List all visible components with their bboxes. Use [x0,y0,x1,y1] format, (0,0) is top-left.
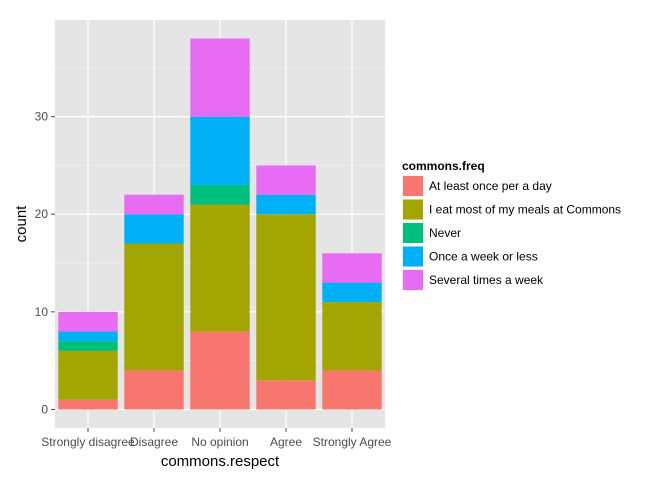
bar-segment [322,253,382,283]
bar-segment [58,341,118,351]
legend-swatch [403,270,423,290]
bar-segment [58,311,118,332]
bar-segment [58,331,118,342]
x-tick-label: No opinion [191,435,248,449]
legend-label: Once a week or less [429,250,538,264]
bars [58,38,382,410]
y-tick-label: 0 [41,402,48,416]
legend-label: Several times a week [429,273,544,287]
bar-segment [256,380,316,410]
legend-title: commons.freq [402,159,485,173]
x-tick-label: Strongly Agree [313,435,392,449]
legend-swatch [403,199,423,220]
bar-segment [190,38,250,117]
legend-swatch [403,223,423,243]
bar-segment [190,331,250,410]
y-tick-label: 10 [35,305,49,319]
y-tick-label: 30 [35,110,49,124]
legend-label: I eat most of my meals at Commons [429,203,621,217]
bar-segment [190,184,250,205]
legend-label: Never [429,226,461,240]
legend-label: At least once per a day [429,179,552,193]
y-axis-ticks: 0 10 20 30 [35,110,55,416]
bar-segment [256,214,316,381]
legend: commons.freq At least once per a day I ea… [401,159,621,292]
bar-segment [322,302,382,371]
bar-segment [58,350,118,400]
x-tick-label: Strongly disagree [41,435,135,449]
y-axis-title: count [13,205,30,243]
x-tick-label: Disagree [130,435,178,449]
bar-segment [256,194,316,215]
bar-segment [124,194,184,215]
legend-swatch [403,176,423,196]
bar-segment [58,399,118,410]
y-tick-label: 20 [35,207,49,221]
bar-segment [190,116,250,185]
bar-segment [124,370,184,410]
bar-segment [322,370,382,410]
bar-segment [322,282,382,303]
bar-segment [124,214,184,244]
bar-segment [124,243,184,371]
bar-segment [256,165,316,195]
x-tick-label: Agree [270,435,302,449]
x-axis-title: commons.respect [161,453,280,470]
legend-swatch [403,246,423,267]
bar-segment [190,204,250,332]
